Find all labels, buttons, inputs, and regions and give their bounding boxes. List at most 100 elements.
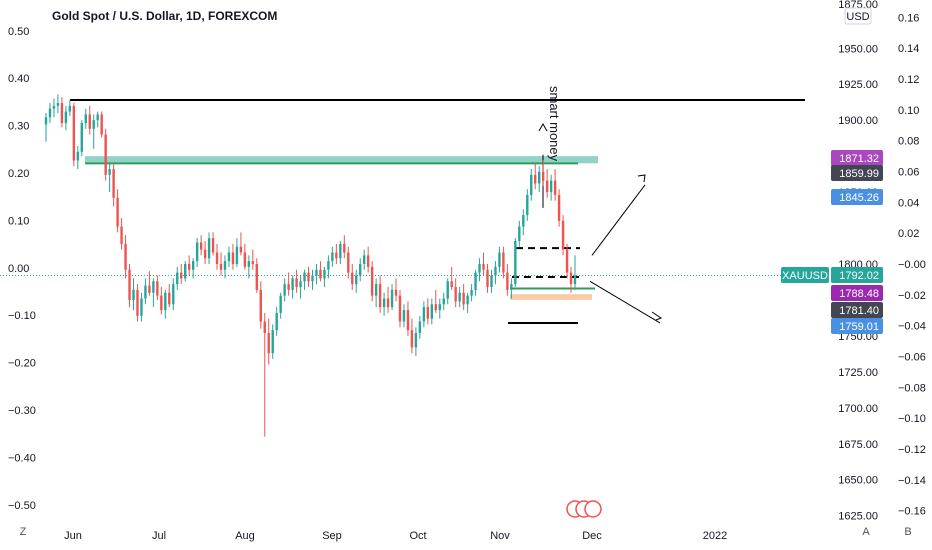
axis-button-b[interactable]: B — [904, 526, 911, 538]
price-badge — [831, 189, 883, 205]
candle-body — [470, 289, 473, 296]
candle-body — [56, 102, 60, 106]
left-axis-tick: 0.00 — [8, 263, 29, 275]
axis-controls[interactable]: A BZ — [20, 500, 912, 538]
candle-body — [52, 105, 56, 109]
candle-body — [458, 292, 461, 302]
smart-money-arrow-head — [538, 122, 548, 132]
candle-body — [88, 114, 91, 129]
candle-body — [498, 252, 501, 267]
candle-body — [526, 194, 529, 216]
candle-body — [494, 266, 497, 276]
candle-body — [343, 243, 346, 253]
candle-body — [522, 215, 525, 227]
candle-body — [164, 292, 167, 311]
candle-body — [482, 264, 485, 270]
right-axis-tick: 0.04 — [898, 197, 919, 209]
up-arrow-line — [591, 184, 646, 256]
candle-body — [561, 220, 565, 250]
candle-body — [374, 284, 378, 296]
candle-body — [514, 240, 517, 285]
candle-body — [422, 307, 426, 322]
candle-body — [307, 272, 310, 282]
candle-body — [335, 252, 338, 259]
candle-body — [386, 298, 390, 308]
supply-zone — [85, 156, 598, 164]
candle-body — [148, 285, 151, 293]
candle-body — [44, 117, 48, 125]
candle-body — [434, 304, 437, 311]
price-badge-value: 1845.26 — [839, 192, 879, 204]
price-badge-value: 1859.99 — [839, 168, 879, 180]
price-badge — [831, 267, 883, 283]
price-badge — [831, 165, 883, 181]
left-axis-tick: 0.10 — [8, 215, 29, 227]
currency-label: USD — [846, 11, 869, 23]
candle-body — [96, 114, 99, 121]
right-axis-tick: 0.08 — [898, 136, 919, 148]
price-badge — [831, 285, 883, 301]
candle-body — [534, 174, 537, 184]
candle-body — [291, 278, 294, 290]
price-axis-tick: 1875.00 — [838, 0, 878, 11]
price-badge-value: 1871.32 — [839, 153, 879, 165]
right-axis-tick: 0.10 — [898, 105, 919, 117]
candle-body — [243, 252, 247, 267]
candle-body — [140, 298, 143, 316]
candle-body — [490, 275, 493, 288]
candle-body — [239, 246, 243, 253]
candle-body — [144, 285, 147, 299]
price-axis-tick: 1675.00 — [838, 439, 878, 451]
candle-body — [502, 252, 505, 273]
candle-body — [215, 252, 219, 264]
right-axis-tick: −0.06 — [898, 352, 926, 364]
candle-body — [251, 261, 255, 264]
candle-body — [191, 261, 195, 270]
candle-body — [295, 278, 298, 288]
candle-body — [553, 180, 557, 195]
candle-body — [323, 269, 326, 279]
candle-body — [235, 246, 239, 264]
candle-body — [339, 243, 342, 259]
candle-body — [187, 264, 191, 270]
candle-body — [565, 249, 569, 273]
x-axis-tick: Jul — [152, 530, 166, 542]
candle-body — [168, 292, 171, 305]
candle-body — [116, 197, 119, 227]
candle-body — [195, 242, 199, 262]
down-arrow-head — [651, 311, 663, 321]
candle-body — [303, 272, 306, 282]
candle-body — [406, 310, 410, 331]
candle-body — [414, 333, 418, 348]
left-axis-tick: −0.20 — [8, 358, 36, 370]
candle-body — [299, 281, 302, 288]
candle-body — [92, 120, 95, 129]
candle-body — [418, 321, 422, 334]
candle-body — [327, 261, 330, 270]
price-badge-value: 1759.01 — [839, 321, 879, 333]
candle-body — [72, 105, 76, 161]
candle-body — [315, 269, 318, 276]
candle-body — [100, 114, 103, 135]
candle-body — [207, 238, 211, 259]
price-axis-tick: 1650.00 — [838, 475, 878, 487]
candle-body — [462, 292, 465, 305]
candle-body — [152, 281, 155, 293]
price-axis-tick: 1900.00 — [838, 115, 878, 127]
x-axis-tick: Sep — [322, 530, 342, 542]
candle-body — [84, 114, 87, 124]
axis-button-z[interactable]: Z — [20, 526, 27, 538]
candle-body — [172, 284, 175, 305]
price-axis-tick: 1925.00 — [838, 79, 878, 91]
candle-body — [538, 171, 541, 184]
candle-body — [362, 255, 366, 264]
candle-body — [518, 226, 521, 241]
axis-button-a[interactable]: A — [862, 526, 870, 538]
candle-body — [259, 289, 262, 322]
candle-body — [442, 298, 445, 305]
candle-body — [466, 295, 469, 305]
candle-body — [446, 281, 449, 299]
candle-body — [180, 272, 183, 279]
candle-body — [438, 304, 441, 311]
candle-body — [231, 252, 235, 264]
